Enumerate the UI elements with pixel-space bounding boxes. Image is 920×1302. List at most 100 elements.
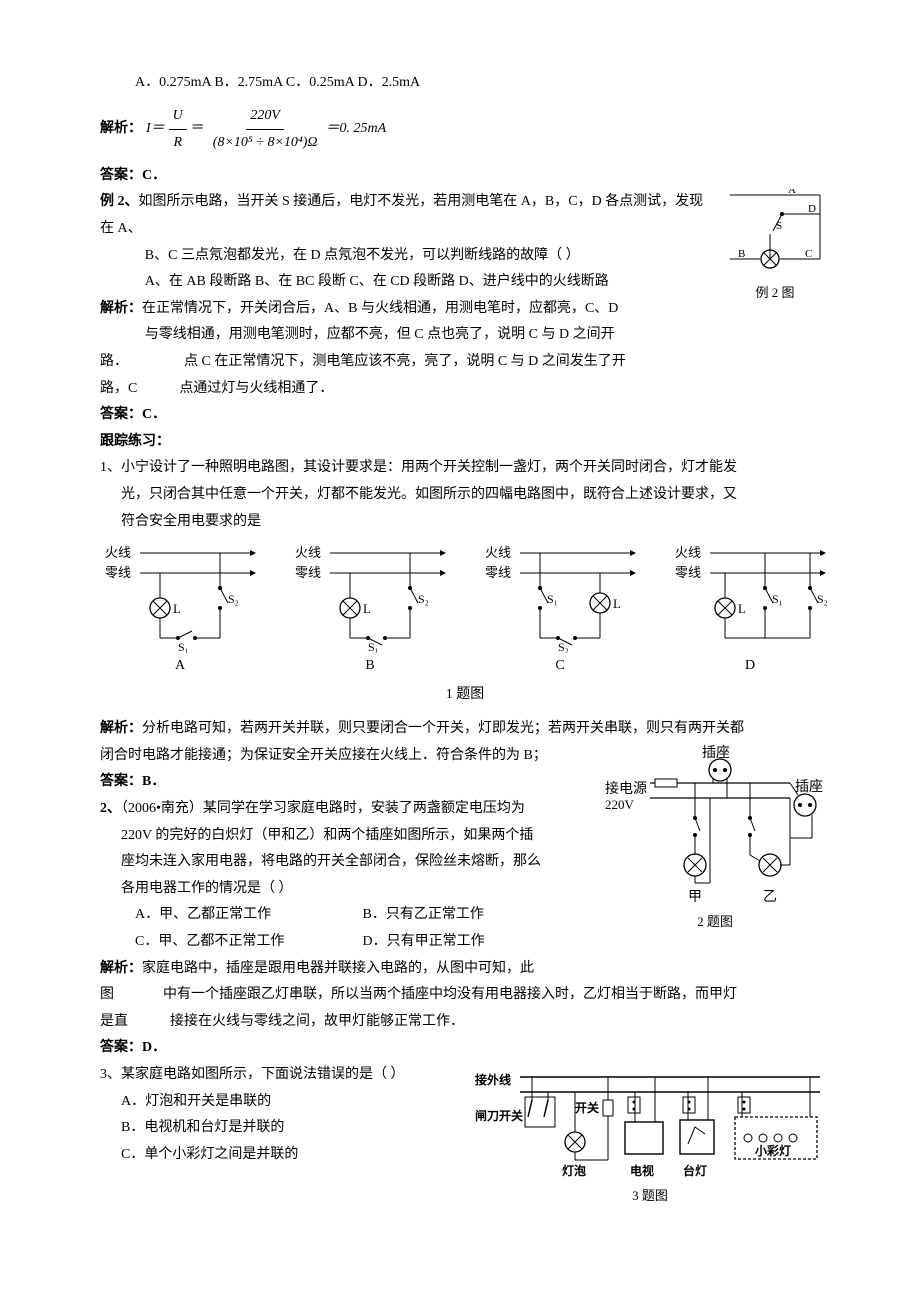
q1-ana-line1: 解析：分析电路可知，若两开关并联，则只要闭合一个开关，灯即发光；若两开关串联，则… [100, 716, 830, 743]
svg-text:接电源: 接电源 [605, 780, 647, 797]
svg-text:S₁: S₁ [772, 592, 783, 606]
q3-line1: 3、某家庭电路如图所示，下面说法错误的是（ ） [100, 1062, 460, 1089]
frac1-num: U [169, 103, 187, 131]
svg-text:开关: 开关 [575, 1100, 599, 1115]
svg-text:S₂: S₂ [228, 592, 239, 606]
svg-text:零线: 零线 [485, 565, 511, 580]
tracking-title: 跟踪练习： [100, 429, 830, 456]
svg-text:火线: 火线 [105, 545, 131, 560]
q2-fig-caption: 2 题图 [600, 910, 830, 935]
mc-options: A．0.275mA B．2.75mA C．0.25mA D．2.5mA [100, 70, 830, 97]
q3-opt-b: B．电视机和台灯是并联的 [100, 1115, 460, 1142]
svg-text:零线: 零线 [675, 565, 701, 580]
svg-text:小彩灯: 小彩灯 [755, 1143, 791, 1158]
q1-line1: 1、小宁设计了一种照明电路图，其设计要求是：用两个开关控制一盏灯，两个开关同时闭… [100, 455, 830, 482]
svg-text:S₂: S₂ [418, 592, 429, 606]
svg-text:火线: 火线 [485, 545, 511, 560]
ex2-circuit-svg: A D S B C [720, 189, 830, 279]
svg-text:C: C [805, 248, 812, 260]
ex2-ana-line4: 路，C 点通过灯与火线相通了． [100, 376, 830, 403]
answer-2: 答案：C． [100, 402, 830, 429]
q2-line4: 各用电器工作的情况是（ ） [100, 876, 590, 903]
frac1-den: R [169, 130, 186, 157]
svg-text:L: L [363, 601, 371, 616]
q1-circuit-c: 火线 零线 S₁ S₂ L C [480, 543, 640, 680]
svg-text:S: S [776, 220, 782, 232]
svg-text:S₂: S₂ [558, 640, 569, 653]
svg-text:零线: 零线 [295, 565, 321, 580]
ex2-line3: A、在 AB 段断路 B、在 BC 段断 C、在 CD 段断路 D、进户线中的火… [100, 269, 710, 296]
ex2-ana-line1: 解析：在正常情况下，开关闭合后，A、B 与火线相通，用测电笔时，应都亮，C、D [100, 296, 710, 323]
q2-ana-2b: 中有一个插座跟乙灯串联，所以当两个插座中均没有用电器接入时，乙灯相当于断路，而甲… [163, 987, 737, 1002]
q2-line2: 220V 的完好的白炽灯（甲和乙）和两个插座如图所示，如果两个插 [100, 823, 590, 850]
svg-text:S₁: S₁ [368, 640, 379, 653]
svg-text:220V: 220V [605, 797, 635, 812]
analysis-label: 解析： [100, 116, 142, 143]
q1-circuit-a: 火线 零线 L S₁ S₂ A [100, 543, 260, 680]
formula-result: ＝0. 25mA [326, 116, 387, 143]
q1-label-b: B [290, 653, 450, 680]
svg-text:A: A [788, 189, 796, 196]
ex2-ana-line3: 路． 点 C 在正常情况下，测电笔应该不亮，亮了，说明 C 与 D 之间发生了开 [100, 349, 830, 376]
svg-text:电视: 电视 [630, 1163, 654, 1178]
svg-text:L: L [613, 596, 621, 611]
q2-opt-c: C．甲、乙都不正常工作 [135, 929, 363, 956]
q1-label-d: D [670, 653, 830, 680]
formula-prefix: I＝ [146, 116, 165, 143]
q1-circuit-b: 火线 零线 L S₁ S₂ B [290, 543, 450, 680]
q1-fig-caption: 1 题图 [100, 682, 830, 709]
q2-ana-2a: 图 [100, 987, 114, 1002]
q2-answer: 答案：D． [100, 1035, 830, 1062]
svg-text:甲: 甲 [688, 890, 702, 905]
svg-text:S₁: S₁ [547, 592, 558, 606]
q2-ana-3b: 接接在火线与零线之间，故甲灯能够正常工作． [170, 1014, 464, 1029]
eq: ＝ [191, 116, 205, 143]
svg-text:乙: 乙 [763, 889, 777, 905]
frac2-num: 220V [246, 103, 284, 131]
q2-ana-3a: 是直 [100, 1014, 128, 1029]
q1-answer: 答案：B． [100, 769, 590, 796]
ex2-ana-3a: 路． [100, 354, 128, 369]
svg-text:零线: 零线 [105, 565, 131, 580]
q3-opt-a: A．灯泡和开关是串联的 [100, 1089, 460, 1116]
ex2-ana-text1: 在正常情况下，开关闭合后，A、B 与火线相通，用测电笔时，应都亮，C、D [142, 301, 618, 316]
ex2-label: 例 2、 [100, 194, 139, 209]
ex2-line2: B、C 三点氖泡都发光，在 D 点氖泡不发光，可以判断线路的故障（ ） [100, 243, 710, 270]
svg-text:B: B [738, 248, 745, 260]
svg-text:火线: 火线 [675, 545, 701, 560]
q2-ana-line3: 是直 接接在火线与零线之间，故甲灯能够正常工作． [100, 1009, 830, 1036]
svg-text:接外线: 接外线 [475, 1072, 511, 1087]
svg-text:台灯: 台灯 [683, 1163, 707, 1178]
ex2-ana-label: 解析： [100, 301, 142, 316]
q3-figure: 接外线 闸刀开关 开关 灯泡 电视 [470, 1062, 830, 1209]
answer-1: 答案：C． [100, 163, 830, 190]
q2-line1: 2、（2006•南充）某同学在学习家庭电路时，安装了两盏额定电压均为 [100, 796, 590, 823]
q1-circuit-d: 火线 零线 L S₁ S₂ D [670, 543, 830, 680]
svg-text:D: D [808, 203, 816, 215]
analysis-formula: 解析： I＝ U R ＝ 220V (8×10⁵ ÷ 8×10⁴)Ω ＝0. 2… [100, 103, 830, 157]
q2-ana-label: 解析： [100, 961, 142, 976]
ex2-ana-4a: 路，C [100, 381, 137, 396]
q1-ana-label: 解析： [100, 721, 142, 736]
svg-text:插座: 插座 [795, 779, 823, 795]
ex2-line1: 例 2、如图所示电路，当开关 S 接通后，电灯不发光，若用测电笔在 A，B，C，… [100, 189, 710, 242]
ex2-figure: A D S B C 例 2 图 [720, 189, 830, 306]
q1-ana-line2: 闭合时电路才能接通；为保证安全开关应接在火线上．符合条件的为 B； [100, 743, 590, 770]
q1-label-a: A [100, 653, 260, 680]
q2-text1: （2006•南充）某同学在学习家庭电路时，安装了两盏额定电压均为 [121, 801, 525, 816]
q1-line2: 光，只闭合其中任意一个开关，灯都不能发光。如图所示的四幅电路图中，既符合上述设计… [100, 482, 830, 509]
q1-ana-text1: 分析电路可知，若两开关并联，则只要闭合一个开关，灯即发光；若两开关串联，则只有两… [142, 721, 744, 736]
svg-text:火线: 火线 [295, 545, 321, 560]
svg-text:S₂: S₂ [817, 592, 828, 606]
frac2-den: (8×10⁵ ÷ 8×10⁴)Ω [209, 130, 322, 157]
q1-circuits: 火线 零线 L S₁ S₂ A [100, 543, 830, 680]
q1-label-c: C [480, 653, 640, 680]
ex2-fig-caption: 例 2 图 [720, 281, 830, 306]
svg-text:L: L [173, 601, 181, 616]
q2-line3: 座均未连入家用电器，将电路的开关全部闭合，保险丝未熔断，那么 [100, 849, 590, 876]
svg-text:闸刀开关: 闸刀开关 [475, 1108, 523, 1123]
svg-text:插座: 插座 [702, 745, 730, 761]
q3-opt-c: C．单个小彩灯之间是并联的 [100, 1142, 460, 1169]
q2-ana-text1: 家庭电路中，插座是跟用电器并联接入电路的，从图中可知，此 [142, 961, 534, 976]
svg-text:L: L [738, 601, 746, 616]
